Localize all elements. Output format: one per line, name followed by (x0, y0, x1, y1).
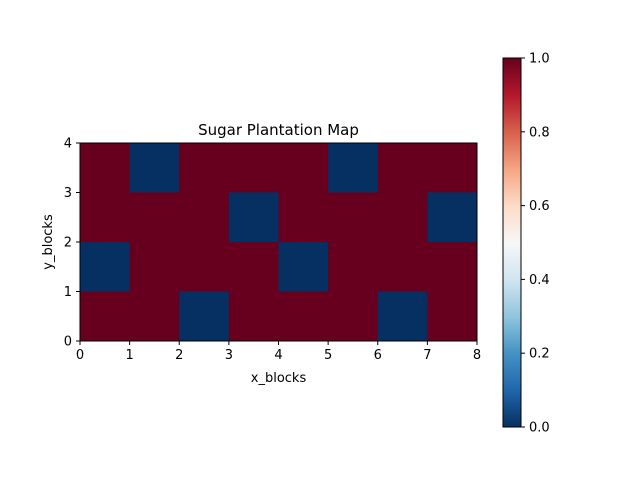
heatmap-cell (377, 291, 428, 342)
x-axis-ticks: 0 1 2 3 4 5 6 7 8 (76, 341, 481, 363)
heatmap-cell (80, 291, 131, 342)
y-tick-label: 2 (64, 236, 72, 251)
y-tick-label: 4 (64, 137, 72, 152)
heatmap-cell (179, 242, 230, 292)
y-tick-label: 3 (64, 186, 72, 201)
y-axis-label: y_blocks (41, 214, 56, 270)
x-tick-label: 5 (324, 348, 332, 363)
heatmap-cell (179, 192, 230, 243)
x-tick-label: 1 (125, 348, 133, 363)
y-tick-label: 0 (64, 335, 72, 350)
colorbar-tick-label: 0.8 (529, 125, 550, 140)
heatmap-cell (228, 143, 279, 193)
heatmap-cell (278, 291, 329, 342)
heatmap-cell (80, 242, 131, 292)
heatmap-cell (427, 192, 478, 243)
heatmap-cell (377, 143, 428, 193)
heatmap-cell (278, 143, 329, 193)
colorbar-tick-label: 0.0 (529, 421, 550, 436)
heatmap-cell (278, 192, 329, 243)
y-tick-label: 1 (64, 285, 72, 300)
x-tick-label: 0 (76, 348, 84, 363)
x-tick-label: 4 (274, 348, 282, 363)
heatmap-cell (328, 242, 379, 292)
heatmap-cell (427, 291, 478, 342)
heatmap-cell (377, 242, 428, 292)
y-axis-ticks: 0 1 2 3 4 (64, 137, 80, 350)
heatmap-cell (129, 291, 180, 342)
x-tick-label: 6 (374, 348, 382, 363)
heatmap-cell (228, 291, 279, 342)
heatmap-cell (179, 291, 230, 342)
colorbar-tick-label: 0.2 (529, 347, 550, 362)
heatmap-cell (179, 143, 230, 193)
heatmap-cell (328, 291, 379, 342)
colorbar (502, 57, 522, 428)
colorbar-ticks: 0.0 0.2 0.4 0.6 0.8 1.0 (521, 52, 550, 436)
heatmap-cell (129, 143, 180, 193)
heatmap-cell (328, 192, 379, 243)
heatmap-cell (129, 192, 180, 243)
heatmap-cell (80, 192, 131, 243)
chart-title: Sugar Plantation Map (198, 121, 359, 139)
x-tick-label: 8 (473, 348, 481, 363)
heatmap-cells (80, 143, 478, 342)
heatmap-cell (427, 143, 478, 193)
heatmap-cell (228, 192, 279, 243)
heatmap-cell (377, 192, 428, 243)
heatmap-cell (278, 242, 329, 292)
heatmap-cell (228, 242, 279, 292)
colorbar-tick-label: 0.4 (529, 273, 550, 288)
x-tick-label: 7 (423, 348, 431, 363)
x-axis-label: x_blocks (251, 371, 307, 386)
heatmap-cell (129, 242, 180, 292)
colorbar-tick-label: 0.6 (529, 199, 550, 214)
x-tick-label: 2 (175, 348, 183, 363)
heatmap-cell (80, 143, 131, 193)
x-tick-label: 3 (225, 348, 233, 363)
heatmap-cell (427, 242, 478, 292)
colorbar-tick-label: 1.0 (529, 52, 550, 67)
heatmap-cell (328, 143, 379, 193)
